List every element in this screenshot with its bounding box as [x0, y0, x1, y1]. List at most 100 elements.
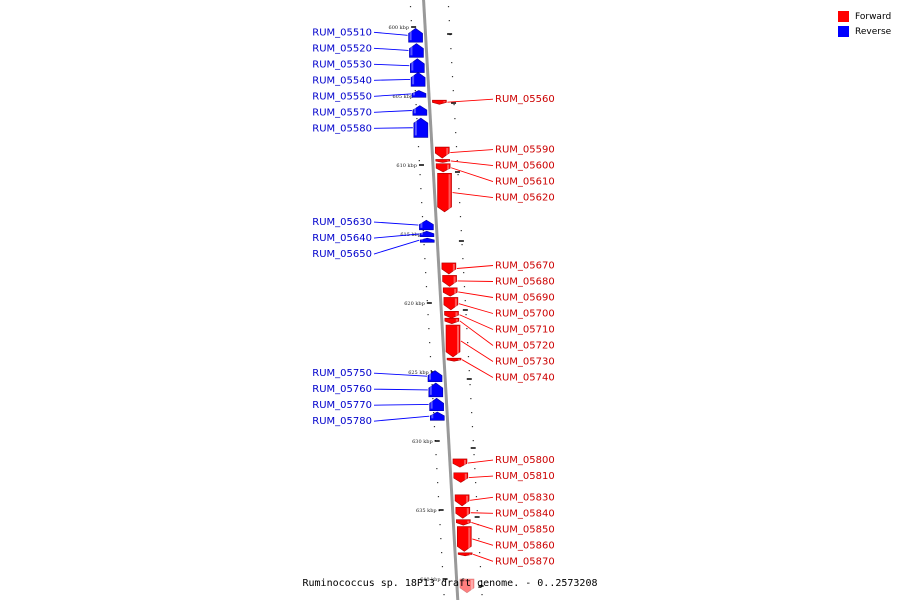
gene-label[interactable]: RUM_05800 [495, 455, 555, 466]
gene-leader-line [467, 459, 494, 464]
gene-label[interactable]: RUM_05700 [495, 309, 555, 320]
gene-label[interactable]: RUM_05870 [495, 556, 555, 567]
forward-gene-arrow[interactable] [459, 578, 475, 594]
gene-label[interactable]: RUM_05710 [495, 325, 555, 336]
gene-label[interactable]: RUM_05830 [495, 492, 555, 503]
legend-item-reverse: Reverse [838, 24, 891, 39]
gene-highlight [411, 59, 414, 71]
gene-highlight [455, 319, 458, 322]
axis-tick-label: 640 kbp [420, 577, 441, 583]
gene-label[interactable]: RUM_05550 [312, 91, 372, 102]
gene-label[interactable]: RUM_05630 [312, 217, 372, 228]
forward-gene-arrow[interactable] [452, 458, 468, 468]
gene-label[interactable]: RUM_05520 [312, 43, 372, 54]
gene-label[interactable]: RUM_05590 [495, 145, 555, 156]
forward-gene-arrow[interactable] [444, 317, 460, 325]
reverse-gene-arrow[interactable] [428, 382, 444, 398]
gene-label[interactable]: RUM_05560 [495, 94, 555, 105]
gene-highlight [446, 160, 449, 162]
reverse-gene-arrow[interactable] [429, 397, 444, 411]
guide-dot [472, 440, 474, 442]
reverse-gene-arrow[interactable] [413, 117, 429, 138]
gene-highlight [430, 399, 433, 409]
forward-gene-arrow[interactable] [456, 519, 471, 526]
forward-gene-arrow[interactable] [453, 472, 469, 483]
gene-label[interactable]: RUM_05610 [495, 177, 555, 188]
gene-label[interactable]: RUM_05720 [495, 341, 555, 352]
guide-dot [430, 370, 432, 372]
guide-dot [466, 328, 468, 330]
forward-gene-arrow[interactable] [441, 262, 457, 275]
forward-gene-arrow[interactable] [445, 324, 461, 358]
reverse-gene-arrow[interactable] [419, 237, 435, 243]
gene-label[interactable]: RUM_05750 [312, 368, 372, 379]
forward-gene-arrow[interactable] [437, 172, 452, 213]
forward-gene-arrow[interactable] [432, 99, 447, 105]
gene-label[interactable]: RUM_05690 [495, 293, 555, 304]
guide-dot [429, 342, 431, 344]
gene-label[interactable]: RUM_05620 [495, 193, 555, 204]
legend-reverse-label: Reverse [855, 26, 892, 37]
gene-label[interactable]: RUM_05530 [312, 59, 372, 70]
forward-gene-arrow[interactable] [456, 526, 472, 552]
gene-label[interactable]: RUM_05850 [495, 524, 555, 535]
gene-label[interactable]: RUM_05640 [312, 233, 372, 244]
strand-guide-dots [409, 6, 483, 596]
reverse-gene-arrow[interactable] [419, 219, 434, 231]
forward-gene-arrow[interactable] [457, 552, 473, 557]
gene-label[interactable]: RUM_05810 [495, 471, 555, 482]
forward-gene-arrow[interactable] [455, 506, 471, 519]
reverse-gene-arrow[interactable] [410, 72, 426, 87]
forward-gene-arrow[interactable] [435, 159, 451, 163]
reverse-gene-arrow[interactable] [409, 43, 424, 58]
gene-label[interactable]: RUM_05770 [312, 400, 372, 411]
reverse-gene-arrow[interactable] [429, 411, 445, 421]
gene-label[interactable]: RUM_05730 [495, 357, 555, 368]
guide-dot [421, 202, 423, 204]
gene-leader-line [468, 475, 494, 479]
reverse-gene-arrow[interactable] [411, 90, 427, 98]
gene-label[interactable]: RUM_05780 [312, 416, 372, 427]
guide-dot [469, 384, 471, 386]
forward-gene-arrow[interactable] [442, 275, 457, 287]
gene-label[interactable]: RUM_05860 [495, 540, 555, 551]
forward-gene-arrow[interactable] [444, 310, 459, 319]
gene-highlight [470, 580, 473, 591]
gene-label[interactable]: RUM_05760 [312, 384, 372, 395]
gene-leader-line [460, 340, 494, 362]
gene-label[interactable]: RUM_05680 [495, 277, 555, 288]
reverse-gene-arrow[interactable] [427, 370, 443, 382]
gene-leader-line [461, 359, 494, 378]
forward-gene-arrow[interactable] [435, 163, 451, 173]
gene-leader-line [450, 167, 494, 183]
gene-highlight [464, 473, 467, 481]
guide-dot [454, 118, 456, 120]
forward-gene-arrow[interactable] [454, 494, 470, 507]
reverse-gene-arrow[interactable] [410, 58, 425, 73]
guide-dot [480, 580, 482, 582]
gene-leader-line [472, 538, 494, 546]
reverse-gene-arrow[interactable] [412, 105, 428, 116]
gene-leader-line [373, 47, 409, 51]
forward-gene-arrow[interactable] [446, 357, 462, 362]
forward-gene-arrow[interactable] [443, 297, 459, 311]
gene-highlight [414, 119, 417, 136]
forward-gene-arrow[interactable] [442, 287, 458, 297]
gene-label[interactable]: RUM_05540 [312, 75, 372, 86]
gene-highlight [458, 359, 461, 361]
gene-highlight [455, 312, 458, 317]
gene-label[interactable]: RUM_05580 [312, 123, 372, 134]
gene-label[interactable]: RUM_05840 [495, 508, 555, 519]
gene-label[interactable]: RUM_05650 [312, 249, 372, 260]
guide-dot [461, 244, 463, 246]
gene-label[interactable]: RUM_05510 [312, 27, 372, 38]
guide-dot [439, 524, 441, 526]
forward-gene-arrow[interactable] [434, 146, 450, 159]
gene-leader-line [452, 192, 494, 199]
gene-label[interactable]: RUM_05740 [495, 373, 555, 384]
gene-label[interactable]: RUM_05670 [495, 261, 555, 272]
reverse-gene-arrow[interactable] [419, 230, 435, 238]
gene-label[interactable]: RUM_05570 [312, 107, 372, 118]
gene-label[interactable]: RUM_05600 [495, 161, 555, 172]
reverse-gene-arrow[interactable] [408, 28, 423, 43]
